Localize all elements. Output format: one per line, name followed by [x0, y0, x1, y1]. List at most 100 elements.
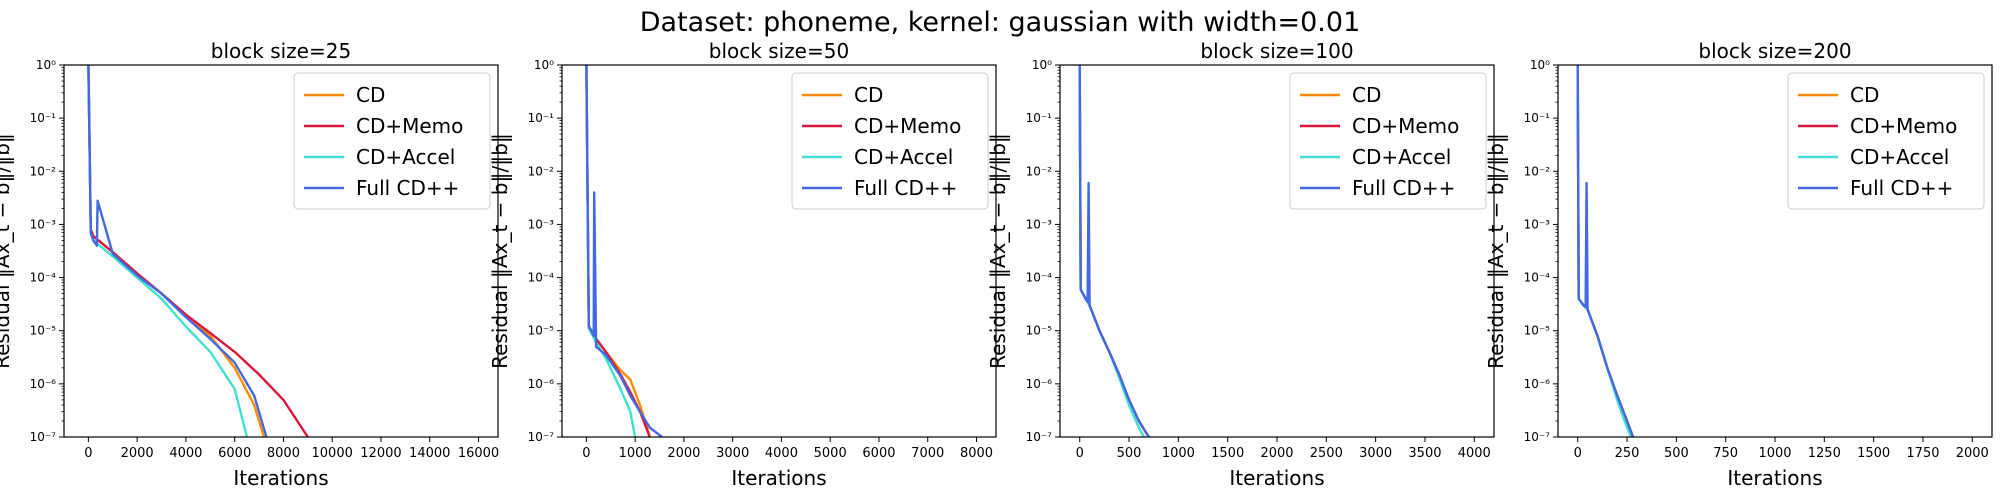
y-tick-label: 10⁻³: [30, 217, 57, 231]
series-line-full-cd-: [585, 65, 663, 437]
y-tick-label: 10⁻⁴: [1026, 271, 1053, 285]
y-tick-label: 10⁻¹: [528, 111, 555, 125]
x-tick-label: 0: [84, 446, 92, 461]
subplot-2: 0 1000 2000 3000 4000 5000 6000 7000 8000 10⁻⁷ 10⁻…: [488, 39, 997, 490]
x-tick-label: 1750: [1906, 446, 1939, 461]
series-line-full-cd-: [87, 65, 268, 437]
y-tick-label: 10⁻⁶: [1026, 377, 1053, 391]
x-tick-label: 2000: [667, 446, 700, 461]
y-tick-label: 10⁻⁵: [1026, 324, 1053, 338]
figure-title: Dataset: phoneme, kernel: gaussian with …: [640, 7, 1361, 38]
y-tick-label: 10⁻⁶: [1524, 377, 1551, 391]
plot-area: [87, 65, 309, 437]
legend-label: CD+Memo: [1352, 114, 1459, 138]
x-tick-label: 1000: [1162, 446, 1195, 461]
y-axis-label: Residual ‖Ax_t − b‖/‖b‖: [1484, 133, 1508, 369]
y-tick-label: 10⁻³: [528, 217, 555, 231]
x-tick-label: 4000: [765, 446, 798, 461]
legend: CD CD+Memo CD+Accel Full CD++: [1787, 72, 1985, 210]
y-tick-label: 10⁻¹: [30, 111, 57, 125]
y-axis-label: Residual ‖Ax_t − b‖/‖b‖: [0, 133, 14, 369]
legend-box: [1289, 72, 1487, 210]
series-line-full-cd-: [1078, 65, 1150, 437]
legend-box: [791, 72, 989, 210]
legend-label: CD+Memo: [854, 114, 961, 138]
legend-box: [293, 72, 491, 210]
x-tick-label: 0: [582, 446, 590, 461]
subplot-title: block size=25: [211, 39, 351, 63]
x-tick-label: 0: [1574, 446, 1582, 461]
legend-label: Full CD++: [854, 176, 957, 200]
y-tick-label: 10⁻²: [1026, 164, 1053, 178]
x-tick-label: 4000: [1458, 446, 1491, 461]
legend-label: CD+Accel: [1352, 145, 1451, 169]
y-tick-label: 10⁻⁷: [1524, 430, 1551, 444]
legend-label: CD: [356, 83, 385, 107]
subplots: 0 2000 4000 6000 8000 10000 12000 14000 1600010⁻…: [0, 39, 1993, 490]
x-axis-label: Iterations: [1727, 466, 1822, 490]
legend: CD CD+Memo CD+Accel Full CD++: [1289, 72, 1487, 210]
legend-label: CD: [1352, 83, 1381, 107]
x-tick-label: 2000: [1956, 446, 1989, 461]
y-tick-label: 10⁻³: [1524, 217, 1551, 231]
x-tick-label: 10000: [312, 446, 353, 461]
axes-frame: [63, 64, 499, 438]
subplot-title: block size=200: [1698, 39, 1851, 63]
legend-label: CD: [1850, 83, 1879, 107]
y-tick-label: 10⁻³: [1026, 217, 1053, 231]
x-tick-label: 12000: [360, 446, 401, 461]
x-tick-label: 3500: [1408, 446, 1441, 461]
y-tick-label: 10⁻⁴: [528, 271, 555, 285]
x-tick-label: 1250: [1808, 446, 1841, 461]
series-line-cd: [87, 65, 266, 437]
x-axis-label: Iterations: [1229, 466, 1324, 490]
y-tick-label: 10⁻⁵: [528, 324, 555, 338]
x-tick-label: 2500: [1310, 446, 1343, 461]
subplot-4: 0 250 500 750 1000 1250 1500 1750 2000 10⁻⁷ 10⁻⁶ 10…: [1484, 39, 1993, 490]
x-tick-label: 1000: [619, 446, 652, 461]
y-tick-label: 10⁻⁷: [1026, 430, 1053, 444]
x-tick-label: 6000: [218, 446, 251, 461]
y-axis-label: Residual ‖Ax_t − b‖/‖b‖: [986, 133, 1010, 369]
x-tick-label: 500: [1117, 446, 1142, 461]
x-tick-label: 6000: [862, 446, 895, 461]
y-tick-label: 10⁻⁶: [528, 377, 555, 391]
subplot-3: 0 500 1000 1500 2000 2500 3000 3500 4000 10⁻⁷ 10⁻⁶…: [986, 39, 1495, 490]
x-axis-label: Iterations: [233, 466, 328, 490]
x-tick-label: 1000: [1758, 446, 1791, 461]
y-tick-label: 10⁻¹: [1524, 111, 1551, 125]
x-tick-label: 16000: [458, 446, 499, 461]
legend: CD CD+Memo CD+Accel Full CD++: [293, 72, 491, 210]
legend-label: CD+Accel: [854, 145, 953, 169]
x-tick-label: 1500: [1211, 446, 1244, 461]
subplot-1: 0 2000 4000 6000 8000 10000 12000 14000 16000 10⁻…: [0, 39, 499, 490]
x-tick-label: 8000: [267, 446, 300, 461]
y-tick-label: 10⁻⁷: [528, 430, 555, 444]
x-tick-label: 750: [1713, 446, 1738, 461]
x-tick-label: 7000: [911, 446, 944, 461]
x-tick-label: 0: [1076, 446, 1084, 461]
legend-label: CD: [854, 83, 883, 107]
legend: CD CD+Memo CD+Accel Full CD++: [791, 72, 989, 210]
x-tick-label: 14000: [409, 446, 450, 461]
series-line-full-cd-: [1576, 65, 1635, 437]
axes-frame: [561, 64, 997, 438]
y-axis-label: Residual ‖Ax_t − b‖/‖b‖: [488, 133, 512, 369]
y-tick-label: 10⁻²: [1524, 164, 1551, 178]
x-axis-label: Iterations: [731, 466, 826, 490]
y-tick-label: 10⁰: [534, 58, 554, 72]
plot-area: [1576, 65, 1635, 437]
y-tick-label: 10⁻⁵: [1524, 324, 1551, 338]
y-tick-label: 10⁻¹: [1026, 111, 1053, 125]
x-tick-label: 250: [1615, 446, 1640, 461]
y-tick-label: 10⁰: [1032, 58, 1052, 72]
x-tick-label: 3000: [1359, 446, 1392, 461]
legend-label: Full CD++: [1352, 176, 1455, 200]
y-tick-label: 10⁻²: [528, 164, 555, 178]
legend-box: [1787, 72, 1985, 210]
y-tick-label: 10⁻⁴: [1524, 271, 1551, 285]
y-tick-label: 10⁻⁷: [30, 430, 57, 444]
y-tick-label: 10⁰: [36, 58, 56, 72]
series-line-cd-memo: [87, 65, 309, 437]
